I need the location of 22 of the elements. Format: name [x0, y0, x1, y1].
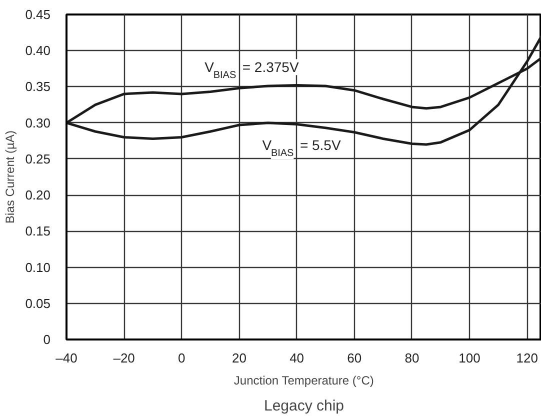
x-axis-title: Junction Temperature (°C)	[234, 374, 374, 388]
y-tick-label: 0.35	[25, 79, 51, 94]
y-tick-label: 0.20	[25, 188, 51, 203]
x-tick-label: 60	[347, 350, 362, 366]
x-tick-label: 120	[516, 350, 538, 366]
y-tick-label: 0.45	[25, 7, 51, 22]
x-tick-label: 0	[178, 350, 186, 366]
text: Legacy chip	[264, 398, 344, 414]
y-tick-label: 0.30	[25, 115, 51, 130]
y-tick-label: 0.05	[25, 296, 51, 311]
x-tick-label: –20	[113, 350, 135, 366]
y-axis-title: Bias Current (µA)	[3, 130, 18, 224]
y-tick-label: 0.15	[25, 224, 51, 239]
x-tick-label: 80	[404, 350, 420, 366]
x-tick-label: 20	[232, 350, 246, 366]
x-tick-label: 100	[458, 350, 480, 366]
y-tick-label: 0.40	[25, 43, 51, 58]
y-tick-label: 0	[43, 332, 51, 347]
y-tick-label: 0.25	[25, 151, 51, 166]
x-tick-label: –40	[56, 350, 78, 366]
x-tick-label: 40	[290, 350, 304, 366]
y-tick-label: 0.10	[25, 260, 51, 275]
